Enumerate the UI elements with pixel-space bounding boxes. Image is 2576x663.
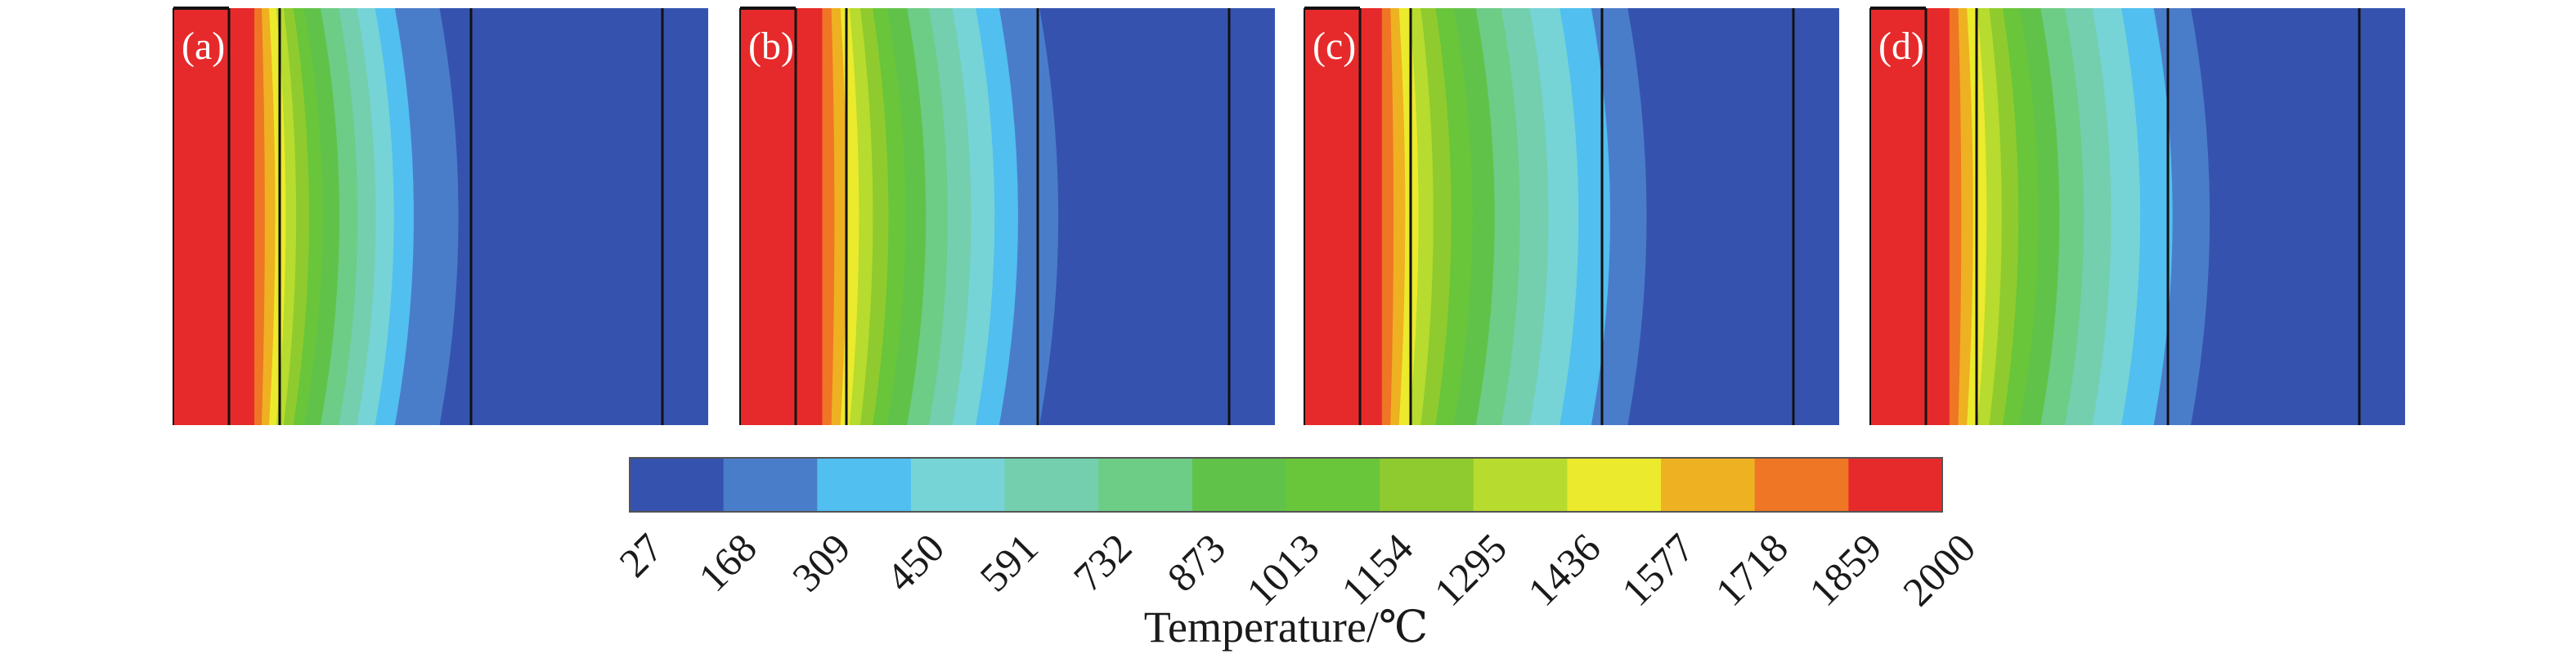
colorbar-tick-label: 1718: [1707, 525, 1797, 615]
panel-label: (b): [748, 25, 794, 68]
contour-panel: (b): [739, 7, 1275, 425]
colorbar-swatch: [910, 458, 1006, 512]
colorbar-tick-label: 732: [1065, 525, 1141, 601]
panel-label: (a): [182, 25, 225, 68]
contour-panel: (a): [173, 7, 708, 425]
colorbar-swatch: [1192, 458, 1286, 512]
colorbar-tick-label: 450: [877, 525, 954, 601]
colorbar-tick-label: 27: [610, 525, 671, 586]
contour-panel: (c): [1304, 7, 1839, 425]
colorbar-tick-label: 873: [1158, 525, 1234, 601]
colorbar-tick-labels: 27 168 309 450 591 732 873 1013 1154 1295 1436 1577…: [610, 525, 1984, 615]
colorbar-frame: [629, 457, 1943, 513]
colorbar-swatch: [817, 458, 912, 512]
colorbar-tick-label: 1013: [1237, 525, 1327, 615]
colorbar-swatch: [1661, 458, 1756, 512]
colorbar-tick-label: 1154: [1332, 525, 1421, 614]
isotherm-band: [1870, 8, 1895, 425]
colorbar-tick-label: 1436: [1519, 525, 1609, 615]
colorbar-swatch: [1567, 458, 1662, 512]
colorbar-swatch: [1380, 458, 1474, 512]
colorbar-tick-label: 2000: [1894, 525, 1984, 615]
colorbar: 27 168 309 450 591 732 873 1013 1154 1295 1436 1577…: [610, 457, 1984, 652]
colorbar-tick-label: 1577: [1613, 525, 1703, 615]
colorbar-swatch: [630, 458, 725, 512]
isotherm-band: [173, 8, 199, 425]
colorbar-tick-label: 591: [971, 525, 1047, 601]
colorbar-swatch: [1848, 458, 1943, 512]
colorbar-swatch: [1098, 458, 1193, 512]
contour-panel: (d): [1869, 7, 2405, 425]
colorbar-tick-label: 309: [783, 525, 859, 601]
isotherm-band: [1304, 8, 1329, 425]
colorbar-swatch: [723, 458, 818, 512]
colorbar-swatch: [1004, 458, 1099, 512]
panel-label: (c): [1313, 25, 1356, 68]
isotherm-band: [740, 8, 765, 425]
colorbar-tick-label: 1859: [1800, 525, 1890, 615]
colorbar-tick-label: 1295: [1425, 525, 1515, 615]
colorbar-swatch: [1473, 458, 1568, 512]
colorbar-swatch: [1754, 458, 1849, 512]
panel-label: (d): [1878, 25, 1924, 68]
colorbar-swatch: [1286, 458, 1380, 512]
colorbar-tick-label: 168: [689, 525, 765, 601]
contour-panels: (a) (b) (c) (d): [173, 7, 2405, 425]
colorbar-swatches: [630, 458, 1943, 512]
colorbar-title: Temperature/℃: [1144, 603, 1428, 652]
